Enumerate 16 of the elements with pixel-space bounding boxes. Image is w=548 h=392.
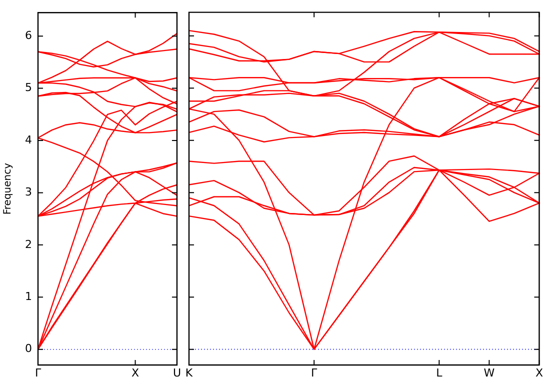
y-tick-label: 0 bbox=[25, 342, 32, 356]
x-tick-label: K bbox=[185, 366, 194, 380]
y-tick-label: 4 bbox=[25, 133, 32, 146]
y-tick-label: 1 bbox=[25, 290, 32, 303]
x-tick-label: Γ bbox=[34, 366, 42, 380]
x-tick-label: Γ bbox=[311, 366, 318, 380]
y-axis-title: Frequency bbox=[2, 162, 14, 215]
x-tick-label: L bbox=[436, 366, 444, 380]
y-tick-label: 3 bbox=[25, 186, 32, 199]
x-tick-label: X bbox=[535, 366, 544, 380]
y-tick-label: 5 bbox=[25, 81, 32, 94]
x-tick-label: U bbox=[172, 366, 182, 380]
y-tick-label: 2 bbox=[25, 238, 32, 251]
x-tick-label: X bbox=[132, 366, 140, 380]
x-tick-label: W bbox=[484, 366, 495, 380]
y-tick-label: 6 bbox=[25, 28, 32, 42]
